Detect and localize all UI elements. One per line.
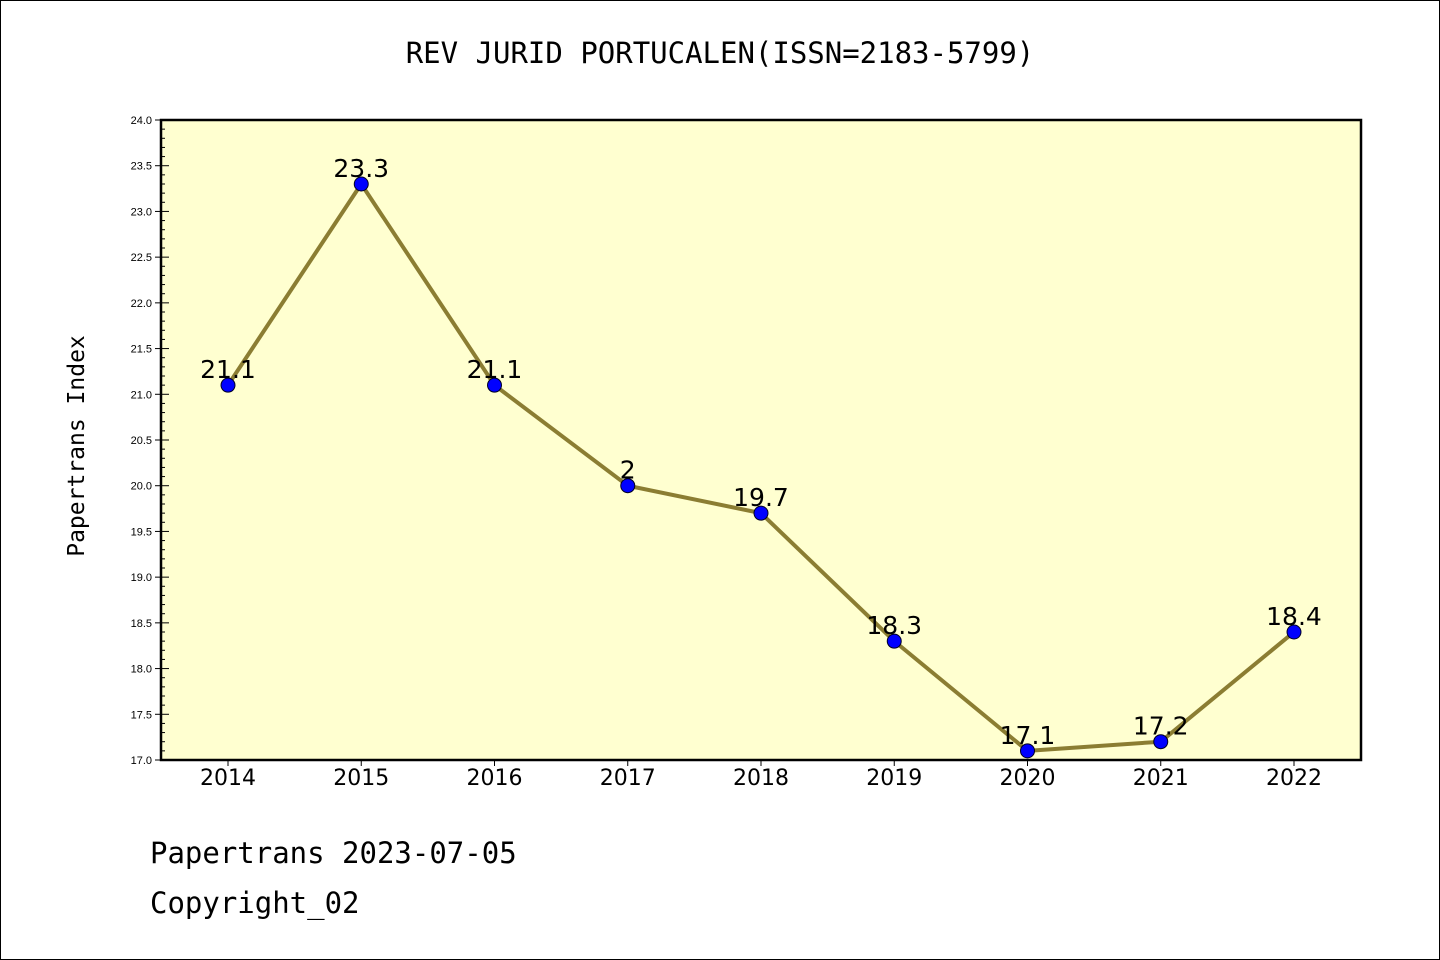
x-tick-label: 2018 — [733, 766, 789, 791]
x-tick-label: 2021 — [1133, 766, 1189, 791]
x-tick-label: 2016 — [467, 766, 523, 791]
chart-title: REV JURID PORTUCALEN(ISSN=2183-5799) — [405, 36, 1035, 70]
y-tick-label: 23.0 — [131, 206, 152, 218]
data-point — [753, 505, 769, 521]
y-tick-label: 17.0 — [131, 755, 152, 767]
x-tick-label: 2020 — [1000, 766, 1056, 791]
data-label: 23.3 — [333, 154, 389, 183]
y-tick-label: 17.5 — [131, 709, 152, 721]
data-label: 19.7 — [733, 483, 789, 512]
data-point — [1020, 743, 1035, 759]
data-label: 2 — [620, 456, 636, 485]
footer-date: Papertrans 2023-07-05 — [150, 836, 517, 870]
plot-border — [159, 118, 1363, 762]
data-point — [886, 633, 902, 649]
data-point — [353, 176, 369, 192]
data-point — [1153, 734, 1169, 750]
x-tick-label: 2019 — [866, 766, 922, 791]
y-tick-label: 21.5 — [131, 344, 152, 356]
x-tick-label: 2015 — [333, 766, 389, 791]
data-label: 18.3 — [866, 611, 922, 640]
y-tick-label: 22.5 — [131, 252, 152, 264]
y-tick-label: 18.0 — [131, 664, 152, 676]
y-tick-label: 20.5 — [131, 435, 152, 447]
y-axis: 17.0 17.5 18.0 18.5 19.0 19.5 20.0 20.5 21.0 21.5… — [131, 115, 169, 767]
y-tick-label: 21.0 — [131, 389, 152, 401]
y-tick-label: 18.5 — [131, 618, 152, 630]
data-label: 17.1 — [1000, 721, 1056, 750]
x-axis: 2014 2015 2016 2017 2018 2019 2020 2021 2022 — [200, 760, 1322, 791]
y-tick-label: 24.0 — [131, 115, 152, 127]
data-label: 17.2 — [1133, 712, 1189, 741]
data-label: 21.1 — [200, 355, 256, 384]
data-point — [220, 377, 236, 393]
y-tick-label: 20.0 — [131, 481, 152, 493]
x-tick-label: 2014 — [200, 766, 256, 791]
data-point — [1286, 624, 1302, 640]
data-labels: 21.1 23.3 21.1 2 19.7 18.3 17.1 17.2 18.4 — [200, 154, 1322, 750]
plot-area — [161, 120, 1361, 760]
y-tick-label: 23.5 — [131, 161, 152, 173]
data-label: 21.1 — [467, 355, 523, 384]
y-tick-label: 19.0 — [131, 572, 152, 584]
y-tick-label: 22.0 — [131, 298, 152, 310]
data-points — [220, 176, 1302, 759]
y-tick-label: 19.5 — [131, 526, 152, 538]
x-tick-label: 2022 — [1266, 766, 1322, 791]
footer-copyright: Copyright_02 — [150, 886, 360, 920]
x-tick-label: 2017 — [600, 766, 656, 791]
data-point — [487, 377, 502, 393]
data-point — [620, 478, 636, 494]
data-label: 18.4 — [1266, 602, 1322, 631]
